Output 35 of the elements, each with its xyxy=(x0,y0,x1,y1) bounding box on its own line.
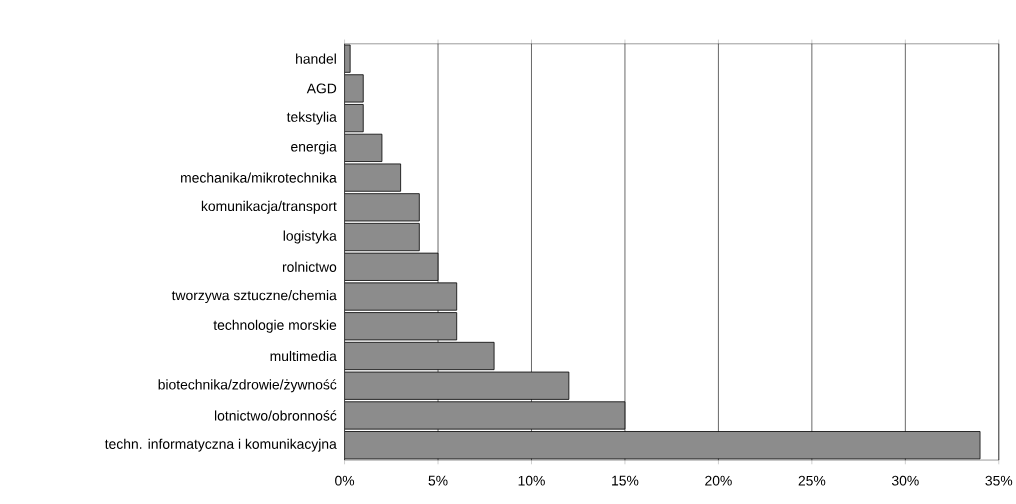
bar xyxy=(344,193,420,222)
y-tick-label: tworzywa sztuczne/chemia xyxy=(171,290,337,304)
bar xyxy=(344,133,383,163)
x-tick-label: 20% xyxy=(705,475,732,486)
bar xyxy=(344,252,439,281)
x-tick-label: 35% xyxy=(985,475,1013,486)
x-tick-label: 10% xyxy=(518,475,545,486)
y-tick-label: techn. informatyczna i komunikacyjna xyxy=(104,438,337,452)
y-tick-label: handel xyxy=(296,53,336,64)
x-tick-label: 0% xyxy=(335,475,355,486)
bar xyxy=(344,341,495,371)
y-tick-label: technologie morskie xyxy=(213,319,337,333)
bar xyxy=(344,74,364,103)
y-tick-label: AGD xyxy=(306,83,337,94)
y-tick-label: tekstylia xyxy=(286,111,337,125)
x-tick-label: 15% xyxy=(612,475,639,486)
bar xyxy=(344,371,570,400)
y-tick-label: multimedia xyxy=(270,350,337,362)
y-tick-label: logistyka xyxy=(283,230,337,244)
bar xyxy=(344,312,458,341)
y-tick-label: mechanika/mikrotechnika xyxy=(181,172,337,183)
bar xyxy=(344,431,981,460)
x-tick-label: 25% xyxy=(798,475,826,486)
bar xyxy=(344,163,402,192)
bar xyxy=(344,223,420,252)
y-tick-label: energia xyxy=(291,141,337,155)
bar xyxy=(344,104,364,133)
y-tick-label: biotechnika/zdrowie/żywność xyxy=(158,379,337,393)
x-tick-label: 5% xyxy=(428,475,448,486)
y-tick-label: komunikacja/transport xyxy=(201,200,337,214)
y-tick-label: lotnictwo/obronność xyxy=(214,410,337,421)
bar xyxy=(344,282,458,311)
y-tick-label: rolnictwo xyxy=(282,261,337,272)
bar xyxy=(344,401,626,430)
x-tick-label: 30% xyxy=(891,475,919,486)
